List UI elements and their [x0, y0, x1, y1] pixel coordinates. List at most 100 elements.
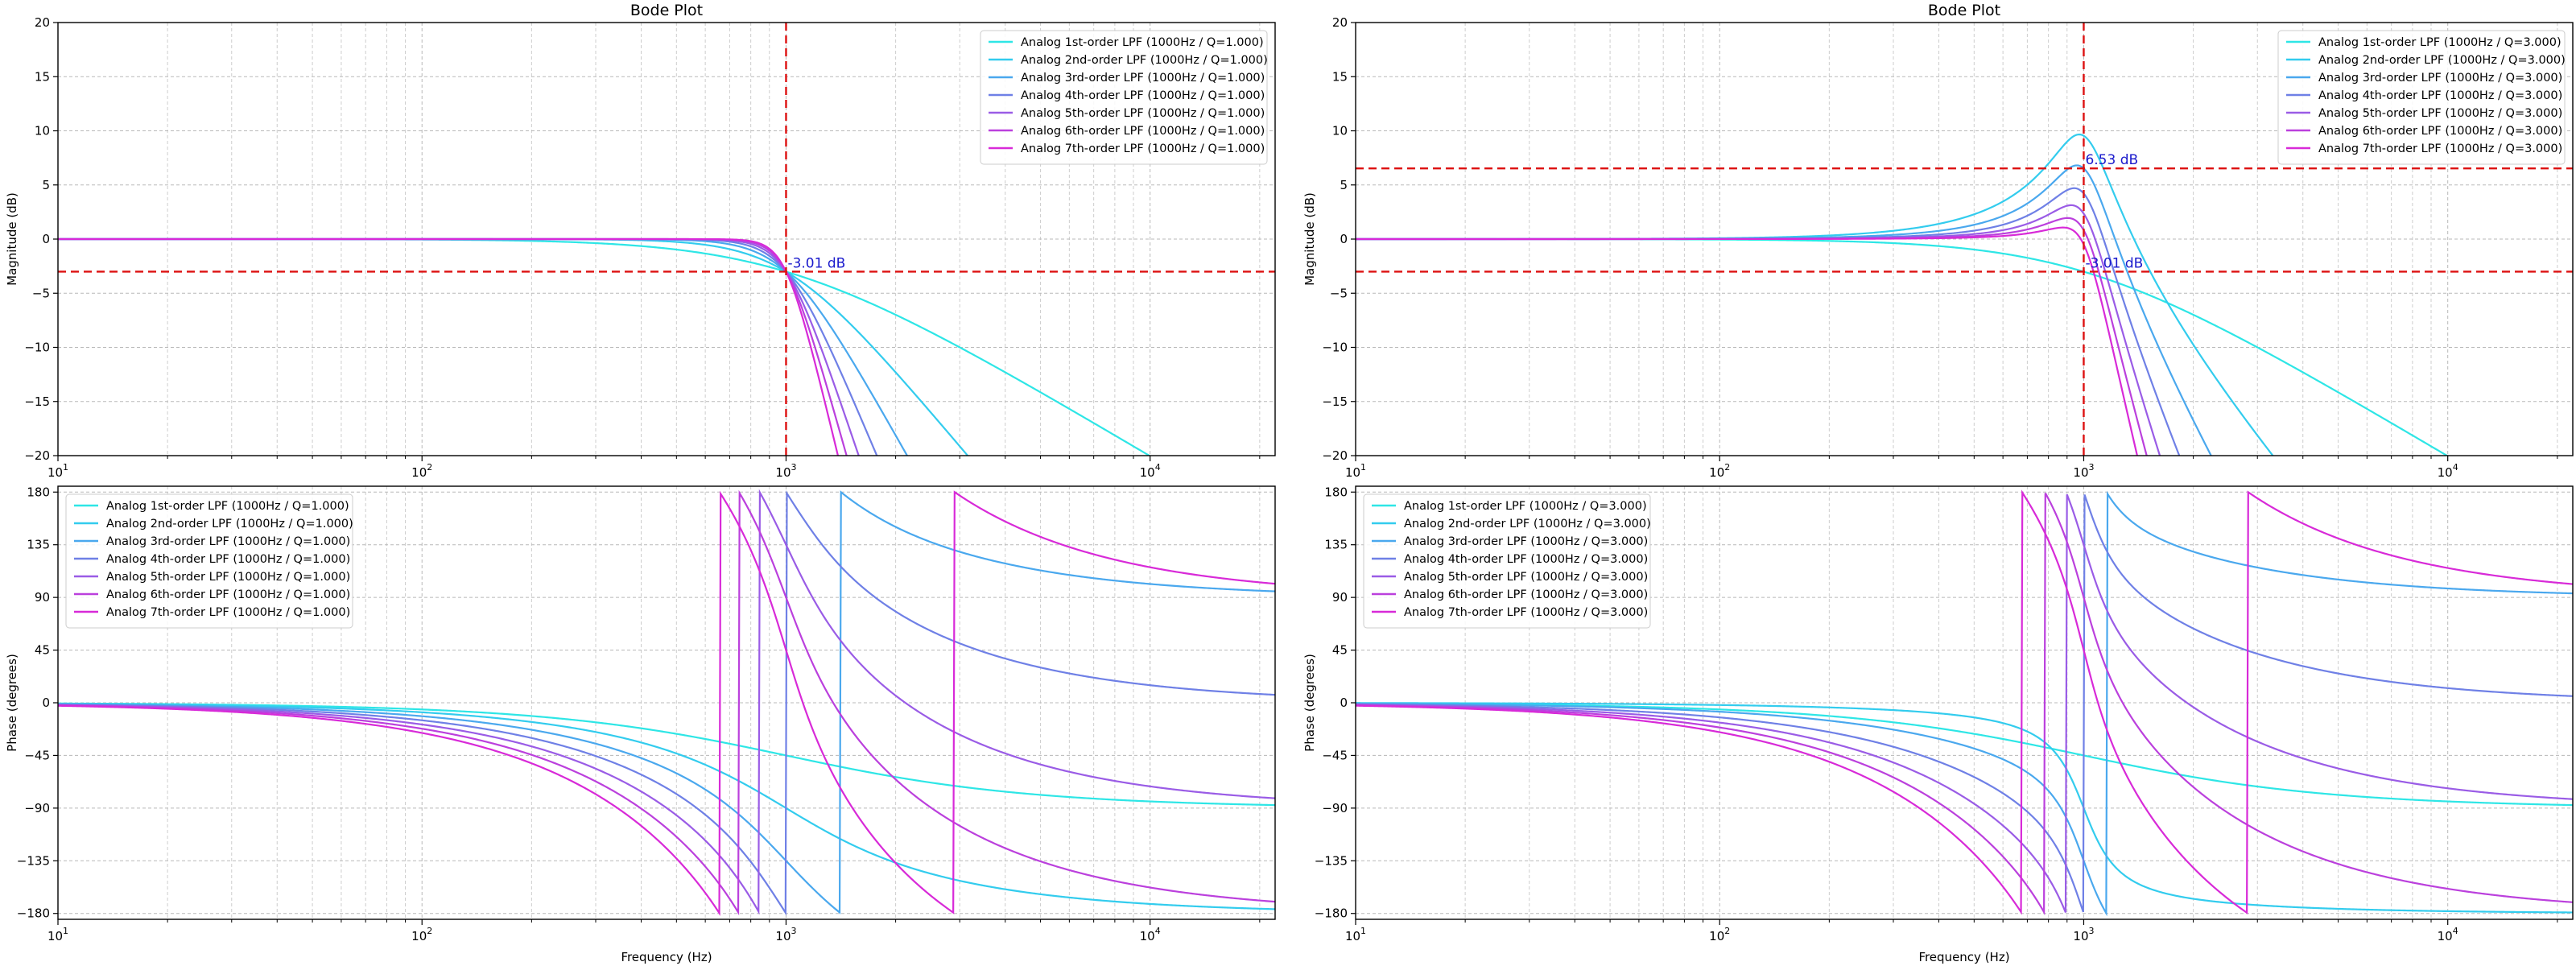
legend-label: Analog 6th-order LPF (1000Hz / Q=3.000) — [2318, 125, 2562, 138]
series-line-6 — [1356, 493, 2573, 916]
series-group — [58, 489, 1275, 916]
y-tick-label: −20 — [1322, 448, 1348, 463]
legend-label: Analog 7th-order LPF (1000Hz / Q=1.000) — [106, 606, 350, 619]
legend-label: Analog 2nd-order LPF (1000Hz / Q=3.000) — [1404, 518, 1651, 530]
y-tick-label: −5 — [32, 286, 50, 300]
legend-box — [980, 30, 1268, 165]
legend-label: Analog 5th-order LPF (1000Hz / Q=3.000) — [1404, 571, 1648, 584]
y-tick-label: −15 — [1322, 394, 1348, 409]
x-tick-label: 102 — [1709, 926, 1730, 943]
y-tick-label: 20 — [1332, 15, 1348, 30]
y-tick-label: 10 — [35, 124, 50, 138]
y-axis-label: Phase (degrees) — [5, 654, 19, 752]
chart-title: Bode Plot — [1928, 2, 2000, 19]
legend-label: Analog 7th-order LPF (1000Hz / Q=1.000) — [1021, 142, 1265, 155]
x-tick-label: 101 — [47, 462, 68, 480]
y-axis-label: Magnitude (dB) — [5, 192, 19, 286]
x-tick-label: 102 — [411, 462, 432, 480]
legend-label: Analog 5th-order LPF (1000Hz / Q=1.000) — [1021, 107, 1265, 120]
legend-label: Analog 6th-order LPF (1000Hz / Q=1.000) — [106, 588, 350, 601]
legend-label: Analog 3rd-order LPF (1000Hz / Q=3.000) — [1404, 535, 1648, 548]
series-group — [58, 237, 1151, 456]
y-tick-label: 0 — [1340, 232, 1348, 246]
x-tick-label: 101 — [47, 926, 68, 943]
y-tick-label: −45 — [24, 748, 50, 762]
x-tick-label: 103 — [775, 462, 796, 480]
x-tick-label: 102 — [1709, 462, 1730, 480]
grid — [57, 486, 1275, 919]
y-tick-label: 10 — [1332, 124, 1348, 138]
y-tick-label: −180 — [1315, 906, 1348, 921]
annotation-label: -3.01 dB — [787, 255, 845, 271]
legend: Analog 1st-order LPF (1000Hz / Q=3.000) A… — [1363, 493, 1651, 629]
subplot-phase-q3: 180 135 90 45 0 −45 −90 −135 −180 101 102 103 104 Pha… — [1302, 485, 2574, 964]
y-tick-label: −180 — [17, 906, 50, 921]
series-line-3 — [58, 490, 1275, 914]
legend-label: Analog 5th-order LPF (1000Hz / Q=3.000) — [2318, 107, 2562, 120]
x-tick-label: 104 — [2438, 462, 2458, 480]
series-line-7 — [58, 237, 840, 456]
subplot-phase-q1: 180 135 90 45 0 −45 −90 −135 −180 101 102 103 104 Pha… — [5, 485, 1276, 964]
chart-title: Bode Plot — [630, 2, 703, 19]
legend-label: Analog 2nd-order LPF (1000Hz / Q=1.000) — [106, 518, 353, 530]
legend: Analog 1st-order LPF (1000Hz / Q=1.000) A… — [65, 493, 353, 629]
series-line-7 — [1356, 226, 2139, 456]
legend-label: Analog 6th-order LPF (1000Hz / Q=1.000) — [1021, 125, 1265, 138]
y-tick-label: −20 — [24, 448, 50, 463]
y-tick-label: 0 — [42, 696, 50, 710]
y-tick-label: 135 — [27, 538, 50, 552]
y-tick-label: 15 — [35, 69, 50, 84]
series-line-7 — [1356, 489, 2573, 915]
legend-label: Analog 2nd-order LPF (1000Hz / Q=1.000) — [1021, 54, 1268, 67]
y-axis-label: Phase (degrees) — [1302, 654, 1317, 752]
legend-label: Analog 3rd-order LPF (1000Hz / Q=1.000) — [106, 535, 350, 548]
y-tick-label: 5 — [1340, 178, 1348, 192]
series-group — [1356, 133, 2449, 456]
legend-label: Analog 2nd-order LPF (1000Hz / Q=3.000) — [2318, 54, 2566, 67]
series-line-5 — [1356, 493, 2573, 913]
grid — [1355, 486, 2573, 919]
legend-label: Analog 4th-order LPF (1000Hz / Q=3.000) — [1404, 553, 1648, 566]
y-tick-label: 45 — [35, 643, 50, 658]
legend-label: Analog 1st-order LPF (1000Hz / Q=3.000) — [2318, 36, 2562, 49]
y-tick-label: −135 — [1315, 853, 1348, 868]
series-line-7 — [58, 490, 1275, 916]
legend-label: Analog 1st-order LPF (1000Hz / Q=3.000) — [1404, 500, 1647, 513]
y-tick-label: −135 — [17, 853, 50, 868]
legend-label: Analog 4th-order LPF (1000Hz / Q=1.000) — [1021, 89, 1265, 102]
x-tick-label: 104 — [1140, 926, 1161, 943]
y-tick-label: 0 — [1340, 696, 1348, 710]
annotation-label: -3.01 dB — [2085, 255, 2143, 271]
legend-label: Analog 7th-order LPF (1000Hz / Q=3.000) — [2318, 142, 2562, 155]
legend-label: Analog 1st-order LPF (1000Hz / Q=1.000) — [106, 500, 349, 513]
y-tick-label: 90 — [35, 590, 50, 605]
y-tick-label: 0 — [42, 232, 50, 246]
x-axis-label: Frequency (Hz) — [621, 950, 712, 964]
series-line-6 — [58, 489, 1275, 916]
x-tick-label: 103 — [2073, 926, 2094, 943]
series-line-4 — [1356, 494, 2573, 913]
x-tick-label: 101 — [1345, 462, 1366, 480]
y-tick-label: 20 — [35, 15, 50, 30]
y-tick-label: 5 — [42, 178, 50, 192]
series-line-1 — [58, 702, 1275, 807]
annotation-label: 6.53 dB — [2085, 152, 2138, 168]
x-tick-label: 102 — [411, 926, 432, 943]
series-line-4 — [58, 490, 1275, 916]
legend-label: Analog 3rd-order LPF (1000Hz / Q=1.000) — [1021, 72, 1265, 85]
y-tick-label: 45 — [1332, 643, 1348, 658]
y-tick-label: −45 — [1322, 748, 1348, 762]
legend: Analog 1st-order LPF (1000Hz / Q=3.000) A… — [2277, 30, 2566, 165]
series-line-5 — [58, 489, 1275, 915]
y-tick-label: −15 — [24, 394, 50, 409]
y-tick-label: 135 — [1324, 538, 1348, 552]
legend-label: Analog 3rd-order LPF (1000Hz / Q=3.000) — [2318, 72, 2562, 85]
x-tick-label: 103 — [2073, 462, 2094, 480]
legend-label: Analog 6th-order LPF (1000Hz / Q=3.000) — [1404, 588, 1648, 601]
legend-box — [65, 493, 353, 629]
series-line-2 — [58, 703, 1275, 910]
x-tick-label: 103 — [775, 926, 796, 943]
y-tick-label: 90 — [1332, 590, 1348, 605]
